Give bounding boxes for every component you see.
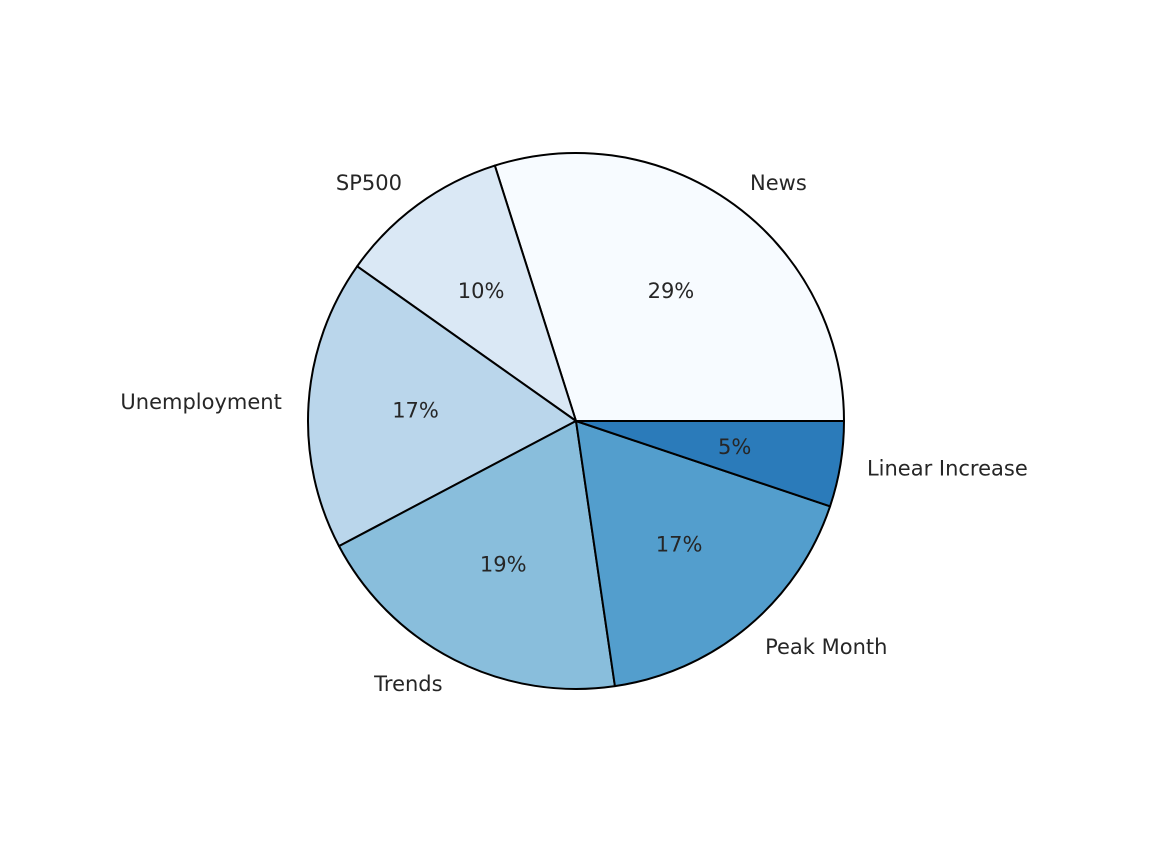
slice-label-unemployment: Unemployment	[120, 390, 281, 414]
pie-slices	[307, 152, 845, 690]
pie-slice-trends	[338, 420, 616, 690]
pie-slice-linear-increase	[575, 420, 845, 508]
slice-label-trends: Trends	[373, 672, 442, 696]
pie-slice-peak-month	[575, 420, 832, 688]
percent-label-peak-month: 17%	[656, 532, 703, 556]
percent-label-unemployment: 17%	[392, 399, 439, 423]
percent-label-trends: 19%	[480, 552, 527, 576]
percent-label-linear-increase: 5%	[718, 435, 751, 459]
slice-label-news: News	[750, 171, 807, 195]
slice-label-peak-month: Peak Month	[765, 635, 887, 659]
pie-labels: News 29% SP500 10% Unemployment 17% Trends 19% P…	[120, 171, 1027, 696]
pie-slice-sp500	[356, 164, 577, 422]
percent-label-sp500: 10%	[458, 279, 505, 303]
pie-slice-unemployment	[307, 265, 577, 548]
pie-slice-news	[493, 152, 845, 422]
slice-label-sp500: SP500	[336, 171, 402, 195]
slice-label-linear-increase: Linear Increase	[867, 457, 1028, 481]
percent-label-news: 29%	[648, 279, 695, 303]
